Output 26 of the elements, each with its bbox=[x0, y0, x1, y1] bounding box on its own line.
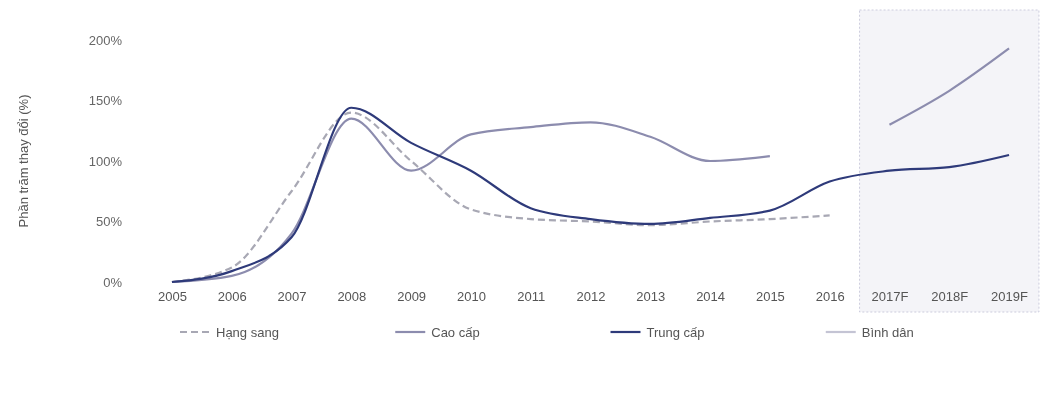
x-tick-label: 2010 bbox=[456, 289, 486, 305]
x-tick-label: 2012 bbox=[576, 289, 606, 305]
x-tick-label: 2014 bbox=[696, 289, 726, 305]
y-tick-label: 100% bbox=[88, 153, 123, 169]
x-tick-label: 2017F bbox=[871, 289, 909, 305]
y-tick-label: 0% bbox=[103, 274, 123, 290]
line-series bbox=[170, 106, 1011, 284]
x-tick-label: 2019F bbox=[991, 289, 1029, 305]
legend-label: Cao cấp bbox=[431, 325, 480, 340]
y-tick-label: 50% bbox=[95, 214, 123, 230]
legend-label: Bình dân bbox=[861, 325, 914, 340]
legend-label: Trung cấp bbox=[646, 325, 705, 340]
x-tick-label: 2009 bbox=[397, 289, 427, 305]
x-tick-label: 2018F bbox=[931, 289, 969, 305]
x-tick-label: 2016 bbox=[815, 289, 845, 305]
y-tick-label: 150% bbox=[88, 93, 123, 109]
x-tick-label: 2005 bbox=[158, 289, 187, 305]
y-axis-title: Phần trăm thay đổi (%) bbox=[16, 94, 31, 228]
x-tick-label: 2007 bbox=[277, 289, 307, 305]
x-tick-label: 2006 bbox=[217, 289, 247, 305]
x-tick-label: 2013 bbox=[636, 289, 666, 305]
legend-label: Hạng sang bbox=[216, 325, 279, 340]
x-tick-label: 2015 bbox=[755, 289, 785, 305]
x-tick-label: 2011 bbox=[517, 289, 546, 305]
y-tick-label: 200% bbox=[88, 32, 123, 48]
x-tick-label: 2008 bbox=[337, 289, 367, 305]
